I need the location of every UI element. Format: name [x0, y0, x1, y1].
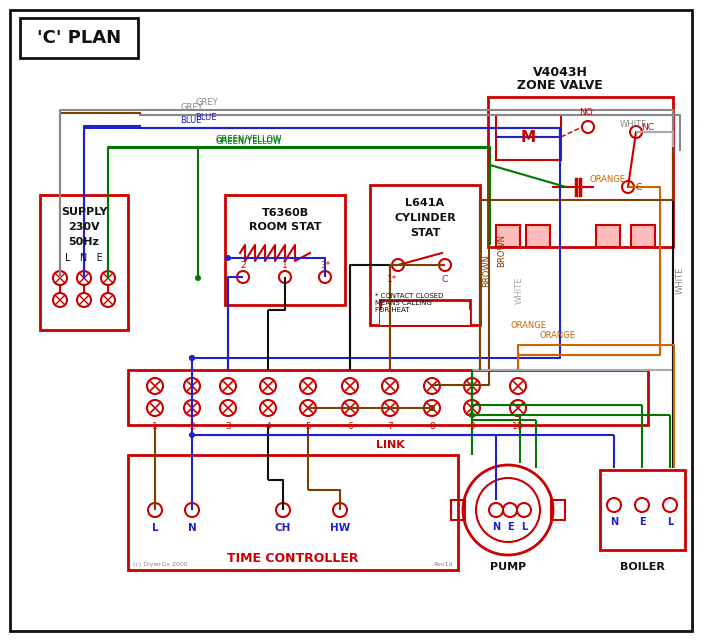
Text: Rev1d: Rev1d	[434, 562, 453, 567]
Text: 10: 10	[512, 422, 524, 431]
Text: BOILER: BOILER	[620, 562, 665, 572]
Bar	[128, 455, 458, 570]
Text: T6360B: T6360B	[261, 208, 309, 218]
Text: LINK: LINK	[376, 440, 404, 450]
Text: ROOM STAT: ROOM STAT	[249, 222, 322, 232]
Bar	[600, 470, 685, 550]
Bar	[225, 195, 345, 305]
Text: CYLINDER: CYLINDER	[394, 213, 456, 223]
Text: 5: 5	[305, 422, 311, 431]
Text: SUPPLY: SUPPLY	[61, 207, 107, 217]
Text: WHITE: WHITE	[515, 276, 524, 304]
Bar	[380, 300, 470, 325]
Text: L: L	[667, 517, 673, 527]
Bar	[40, 195, 128, 330]
Text: 'C' PLAN: 'C' PLAN	[37, 29, 121, 47]
Text: L641A: L641A	[406, 198, 444, 208]
Bar	[488, 97, 673, 247]
Text: ORANGE: ORANGE	[510, 321, 546, 330]
Text: GREY: GREY	[195, 98, 218, 107]
Circle shape	[225, 255, 231, 261]
Circle shape	[189, 432, 195, 438]
Text: 8: 8	[429, 422, 435, 431]
Circle shape	[189, 355, 195, 361]
Bar	[631, 225, 655, 247]
Text: N: N	[492, 522, 500, 532]
Bar	[20, 18, 138, 58]
Bar	[128, 370, 648, 425]
Text: CH: CH	[274, 523, 291, 533]
Bar	[370, 185, 480, 325]
Circle shape	[469, 412, 475, 418]
Text: GREEN/YELLOW: GREEN/YELLOW	[215, 136, 282, 145]
Circle shape	[195, 275, 201, 281]
Text: GREY: GREY	[180, 103, 203, 112]
Text: L   N   E: L N E	[65, 253, 103, 263]
Text: N: N	[187, 523, 197, 533]
Circle shape	[189, 355, 195, 361]
Text: STAT: STAT	[410, 228, 440, 238]
Text: N: N	[610, 517, 618, 527]
Text: L: L	[521, 522, 527, 532]
Text: 6: 6	[347, 422, 353, 431]
Text: V4043H: V4043H	[533, 65, 588, 78]
Circle shape	[429, 405, 435, 411]
Text: 7: 7	[387, 422, 393, 431]
Text: (c) DiywrGx 2000: (c) DiywrGx 2000	[133, 562, 187, 567]
Bar	[380, 310, 470, 325]
Text: * CONTACT CLOSED
MEANS CALLING
FOR HEAT: * CONTACT CLOSED MEANS CALLING FOR HEAT	[375, 293, 444, 313]
Text: 4: 4	[265, 422, 271, 431]
Text: 9: 9	[469, 422, 475, 431]
Text: ORANGE: ORANGE	[590, 175, 626, 184]
Bar	[551, 500, 565, 520]
Bar	[496, 115, 561, 160]
Text: E: E	[639, 517, 645, 527]
Bar	[596, 225, 620, 247]
Text: 1: 1	[282, 261, 288, 270]
Text: C: C	[442, 275, 448, 284]
Text: 230V: 230V	[68, 222, 100, 232]
Text: NC: NC	[641, 122, 654, 131]
Text: ORANGE: ORANGE	[540, 331, 576, 340]
Text: 50Hz: 50Hz	[69, 237, 100, 247]
Bar	[526, 225, 550, 247]
Text: M: M	[520, 129, 536, 144]
Text: 3*: 3*	[320, 261, 330, 270]
Text: PUMP: PUMP	[490, 562, 526, 572]
Text: HW: HW	[330, 523, 350, 533]
Text: WHITE: WHITE	[676, 266, 685, 294]
Text: BROWN: BROWN	[482, 253, 491, 287]
Text: 2: 2	[189, 422, 195, 431]
Text: E: E	[507, 522, 513, 532]
Text: BLUE: BLUE	[195, 113, 216, 122]
Text: WHITE: WHITE	[620, 120, 647, 129]
Text: GREEN/YELLOW: GREEN/YELLOW	[215, 134, 282, 143]
Text: 1*: 1*	[387, 275, 397, 284]
Bar	[451, 500, 465, 520]
Text: 3: 3	[225, 422, 231, 431]
Bar	[496, 225, 520, 247]
Text: BROWN: BROWN	[497, 233, 506, 267]
Text: ZONE VALVE: ZONE VALVE	[517, 78, 603, 92]
Text: C: C	[636, 183, 642, 192]
Text: NO: NO	[579, 108, 593, 117]
Text: 2: 2	[240, 261, 246, 270]
Text: TIME CONTROLLER: TIME CONTROLLER	[227, 551, 359, 565]
Text: L: L	[152, 523, 159, 533]
Text: BLUE: BLUE	[180, 116, 201, 125]
Text: 1: 1	[152, 422, 158, 431]
